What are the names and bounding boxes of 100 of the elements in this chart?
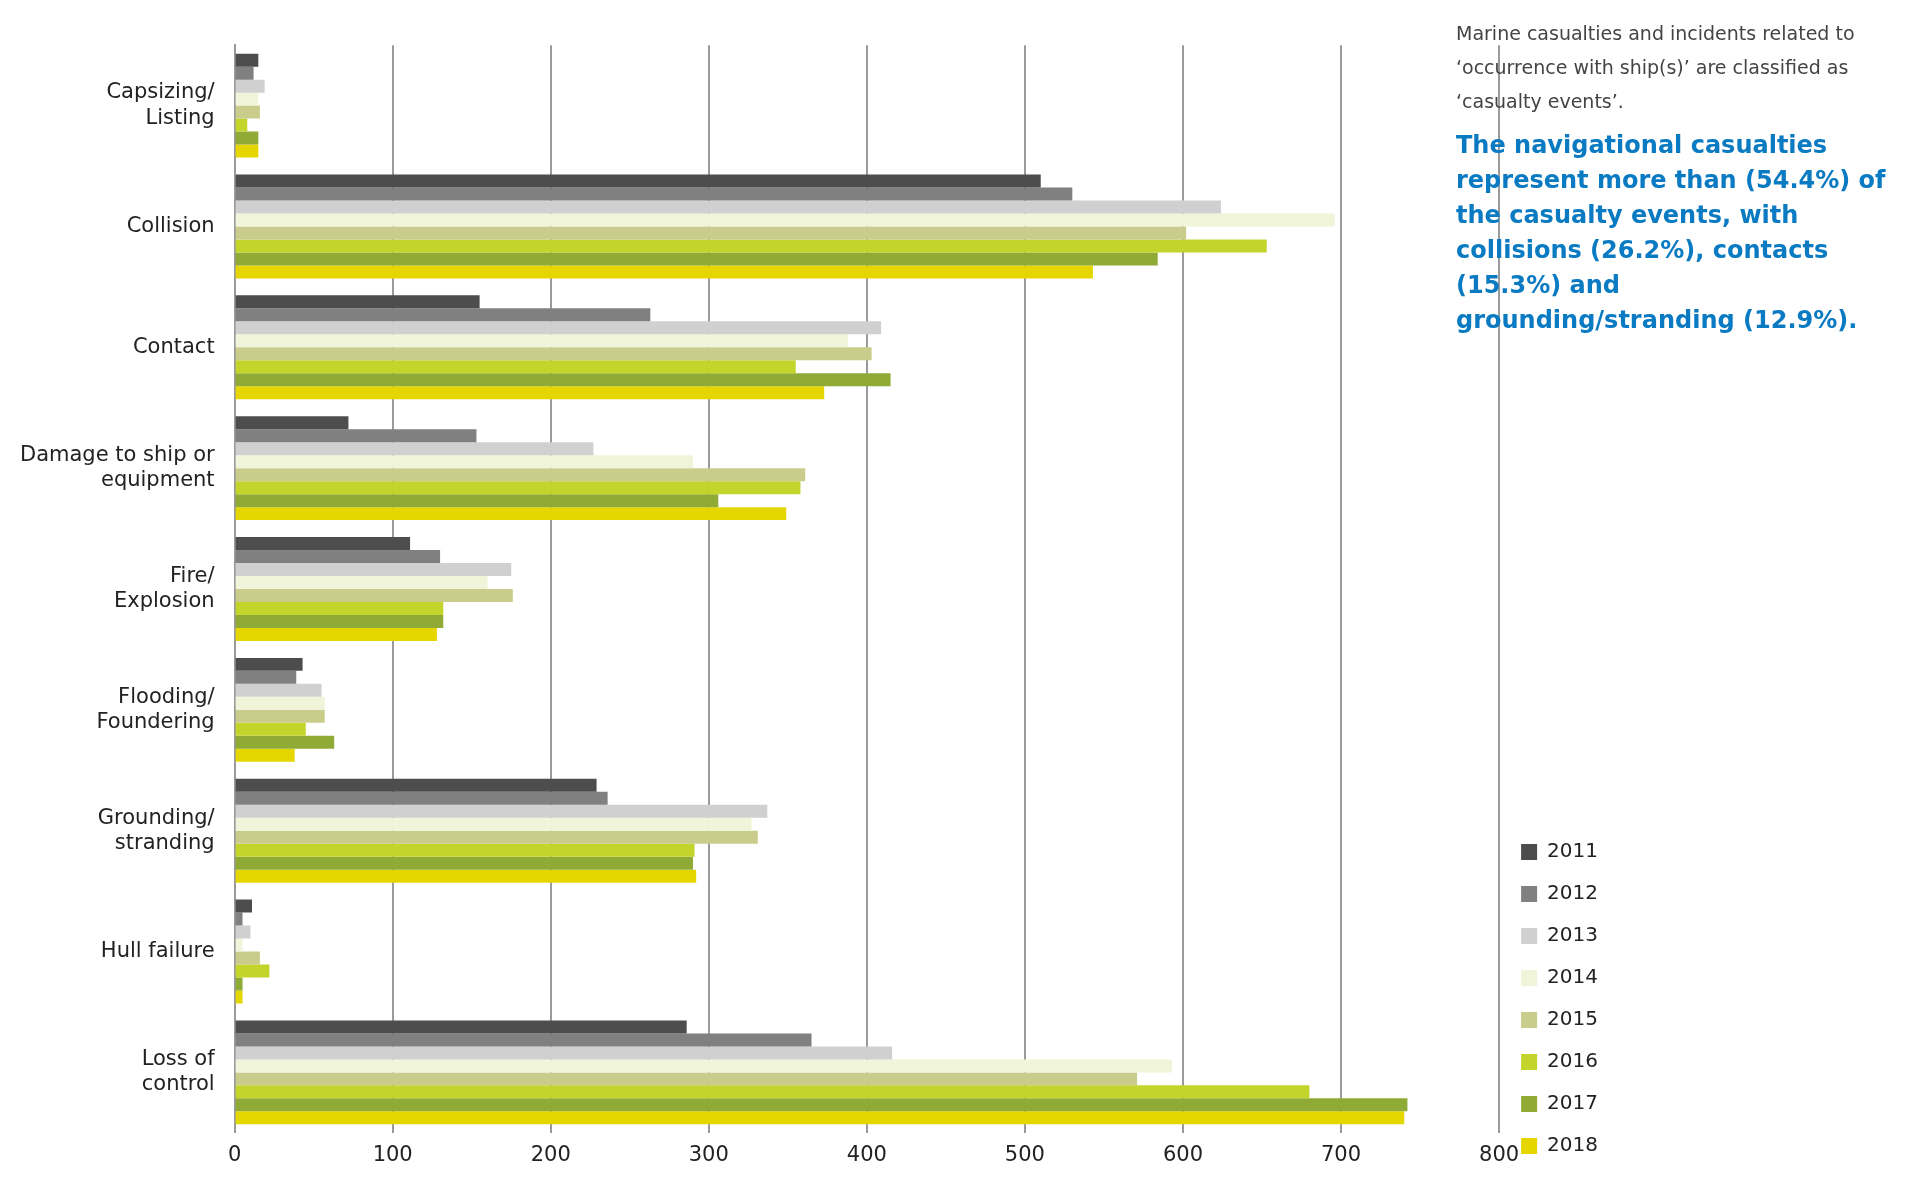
- y-tick-label: Grounding/ stranding: [97, 804, 216, 854]
- bar: [235, 670, 297, 684]
- bar: [235, 1046, 893, 1060]
- bar: [235, 964, 270, 978]
- bar: [235, 925, 251, 939]
- bar: [235, 131, 259, 145]
- bar: [235, 200, 1221, 214]
- legend-label: 2013: [1547, 922, 1599, 947]
- bar: [235, 187, 1073, 201]
- bar: [235, 308, 651, 322]
- bar: [235, 66, 254, 80]
- bar: [235, 105, 260, 119]
- x-tick-label: 300: [688, 1141, 729, 1166]
- bar: [235, 507, 787, 521]
- bar: [235, 468, 806, 482]
- bar: [235, 1033, 812, 1047]
- bar: [235, 601, 444, 615]
- bar: [235, 386, 825, 400]
- legend-label: 2012: [1547, 880, 1599, 905]
- bar: [235, 627, 437, 641]
- bar: [235, 455, 693, 469]
- bar: [235, 830, 758, 844]
- bar: [235, 977, 243, 991]
- bar: [235, 735, 335, 749]
- bar: [235, 481, 801, 495]
- bar: [235, 657, 303, 671]
- bar: [235, 843, 695, 857]
- y-tick-label: Fire/ Explosion: [113, 562, 216, 613]
- bar: [235, 373, 891, 387]
- bar: [235, 1111, 1405, 1125]
- legend-label: 2011: [1547, 838, 1599, 863]
- bar: [235, 416, 349, 430]
- bar: [235, 144, 259, 158]
- bar: [235, 252, 1158, 266]
- bar: [235, 709, 325, 723]
- bar: [235, 696, 325, 710]
- bar: [235, 1085, 1310, 1099]
- bar: [235, 683, 322, 697]
- bar: [235, 614, 444, 628]
- bar: [235, 938, 243, 952]
- y-tick-label: Capsizing/ Listing: [106, 79, 216, 129]
- y-tick-label: Contact: [132, 333, 215, 358]
- bar: [235, 79, 265, 93]
- bar: [235, 899, 253, 913]
- x-tick-label: 800: [1479, 1141, 1520, 1166]
- bar: [235, 334, 848, 348]
- bar: [235, 869, 697, 883]
- bar: [235, 990, 243, 1004]
- bar: [235, 791, 608, 805]
- legend-label: 2014: [1547, 964, 1599, 989]
- x-tick-label: 100: [372, 1141, 413, 1166]
- bar: [235, 295, 480, 309]
- bar: [235, 589, 513, 602]
- bar: [235, 239, 1267, 253]
- bar: [235, 1098, 1408, 1112]
- x-tick-label: 700: [1320, 1141, 1362, 1166]
- bar: [235, 442, 594, 456]
- bar: [235, 748, 295, 762]
- x-tick-label: 600: [1162, 1141, 1204, 1166]
- bar: [235, 576, 488, 589]
- y-tick-label: Damage to ship or equipment: [19, 442, 215, 492]
- legend-label: 2018: [1547, 1132, 1599, 1157]
- legend-label: 2017: [1547, 1090, 1599, 1115]
- bar: [235, 563, 512, 577]
- bar: [235, 118, 248, 132]
- bar: [235, 53, 259, 67]
- annotation: The navigational casualties represent more than (54.4%) of the casualty events, with collisions (26.2%), contacts (15.3%) and grounding/stranding (12.9%).: [1456, 130, 1887, 336]
- bar: [235, 429, 477, 443]
- legend-label: 2016: [1547, 1048, 1599, 1073]
- bar: [235, 537, 411, 551]
- legend-label: 2015: [1547, 1006, 1599, 1031]
- y-tick-label: Flooding/ Foundering: [96, 683, 216, 733]
- bar: [235, 494, 719, 508]
- bar: [235, 804, 768, 818]
- x-tick-label: 0: [227, 1141, 242, 1166]
- bar: [235, 856, 693, 870]
- bar: [235, 265, 1093, 279]
- bar: [235, 1020, 687, 1034]
- bar: [235, 213, 1335, 227]
- bar: [235, 912, 243, 926]
- bar: [235, 1072, 1138, 1086]
- bar: [235, 226, 1187, 240]
- bar: [235, 92, 259, 106]
- y-tick-label: Loss of control: [141, 1046, 216, 1096]
- x-tick-label: 200: [530, 1141, 571, 1166]
- bar: [235, 817, 752, 831]
- x-tick-label: 400: [846, 1141, 887, 1166]
- y-tick-label: Collision: [126, 212, 215, 237]
- bar: [235, 1059, 1172, 1073]
- bar: [235, 174, 1041, 188]
- bar: [235, 347, 872, 361]
- annotation: Marine casualties and incidents related to ‘occurrence with ship(s)’ are classified as ‘casualty events’.: [1456, 21, 1856, 114]
- bar: [235, 951, 260, 965]
- bar: [235, 550, 441, 564]
- x-tick-label: 500: [1004, 1141, 1045, 1166]
- bar: [235, 360, 796, 374]
- bar: [235, 321, 882, 335]
- y-tick-label: Hull failure: [100, 937, 215, 962]
- bar: [235, 778, 597, 792]
- bar: [235, 722, 306, 736]
